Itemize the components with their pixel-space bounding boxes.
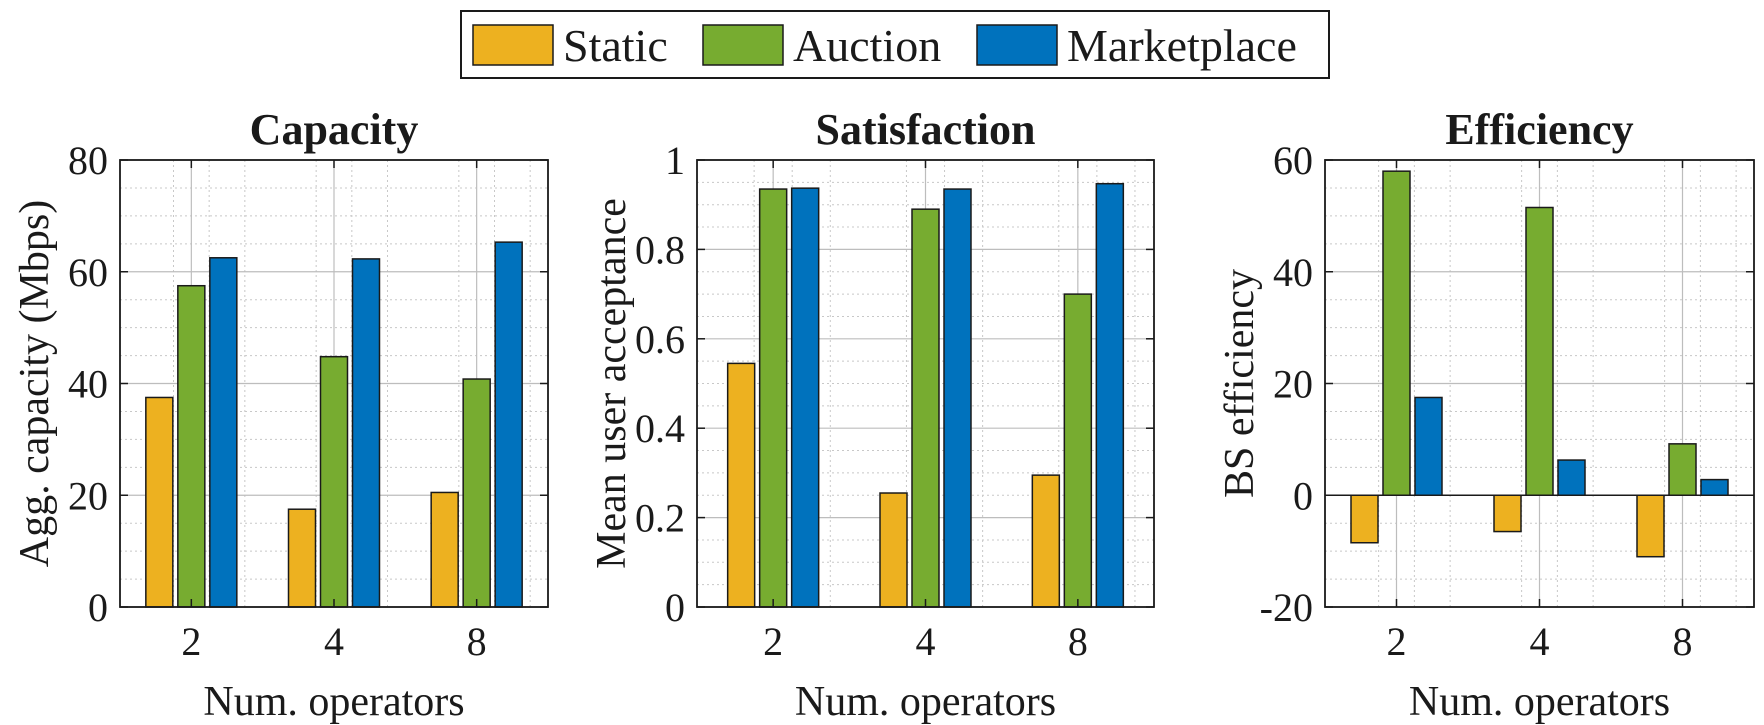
capacity-bar-marketplace-8	[494, 241, 523, 608]
efficiency-bar-static-8	[1636, 494, 1665, 558]
satisfaction-bar-auction-2	[758, 188, 788, 608]
efficiency-bar-auction-8	[1668, 443, 1697, 496]
efficiency-y-tick-label: 40	[1273, 250, 1313, 295]
efficiency-y-tick-label: 60	[1273, 138, 1313, 183]
satisfaction-bar-marketplace-2	[790, 187, 820, 608]
satisfaction-x-tick-label: 2	[763, 619, 783, 664]
capacity-y-axis-label: Agg. capacity (Mbps)	[12, 200, 58, 567]
satisfaction-y-tick-label: 0.8	[635, 227, 685, 272]
legend-swatch-auction	[702, 24, 784, 66]
efficiency-x-tick-label: 8	[1673, 619, 1693, 664]
satisfaction-x-axis-label: Num. operators	[795, 679, 1056, 725]
satisfaction-x-tick-label: 8	[1068, 619, 1088, 664]
efficiency-y-axis-label: BS efficiency	[1217, 269, 1263, 498]
satisfaction-y-tick-label: 0.2	[635, 496, 685, 541]
satisfaction-bar-static-2	[726, 362, 756, 608]
efficiency-x-tick-label: 4	[1530, 619, 1550, 664]
legend-swatch-marketplace	[976, 24, 1058, 66]
capacity-bar-static-4	[287, 508, 317, 608]
capacity-bar-auction-2	[177, 284, 206, 608]
efficiency-bar-auction-2	[1382, 170, 1411, 497]
capacity-bar-marketplace-2	[209, 257, 238, 608]
satisfaction-bar-static-8	[1031, 474, 1061, 608]
capacity-y-tick-label: 20	[68, 473, 108, 518]
capacity-x-axis-label: Num. operators	[203, 679, 464, 725]
efficiency-bar-static-4	[1493, 494, 1522, 533]
satisfaction-bar-static-4	[879, 492, 908, 608]
satisfaction-y-tick-label: 0	[665, 585, 685, 630]
capacity-bar-marketplace-4	[351, 258, 381, 608]
capacity-y-tick-label: 80	[68, 138, 108, 183]
efficiency-bar-marketplace-2	[1414, 396, 1443, 496]
satisfaction-bar-auction-4	[911, 208, 940, 608]
efficiency-panel: -20 0 20 40 60 2 4 8 Efficiency Num. operators BS …	[1217, 105, 1755, 725]
satisfaction-x-tick-label: 4	[916, 619, 936, 664]
satisfaction-y-tick-label: 1	[665, 138, 685, 183]
satisfaction-panel: 0 0.2 0.4 0.6 0.8 1 2 4 8 Satisfaction Num. operat…	[589, 105, 1155, 725]
efficiency-bar-marketplace-8	[1700, 478, 1729, 497]
capacity-title: Capacity	[250, 105, 419, 154]
legend-label-auction: Auction	[793, 20, 941, 71]
satisfaction-bar-auction-8	[1063, 293, 1093, 608]
efficiency-y-tick-label: 0	[1293, 473, 1313, 518]
satisfaction-y-tick-label: 0.6	[635, 317, 685, 362]
efficiency-bar-static-2	[1350, 494, 1379, 544]
efficiency-x-tick-label: 2	[1387, 619, 1407, 664]
satisfaction-y-axis-label: Mean user acceptance	[589, 198, 635, 569]
efficiency-bar-marketplace-4	[1557, 459, 1586, 496]
capacity-bar-auction-4	[319, 355, 349, 608]
efficiency-y-tick-label: 20	[1273, 362, 1313, 407]
legend-label-marketplace: Marketplace	[1067, 20, 1297, 71]
efficiency-bar-auction-4	[1525, 206, 1554, 496]
satisfaction-bar-marketplace-8	[1095, 182, 1125, 608]
capacity-bar-static-8	[430, 491, 459, 608]
legend-box	[460, 10, 1330, 79]
capacity-y-tick-label: 40	[68, 362, 108, 407]
legend-label-static: Static	[563, 20, 668, 71]
capacity-bar-static-2	[145, 396, 174, 608]
satisfaction-title: Satisfaction	[816, 105, 1036, 154]
capacity-x-tick-label: 8	[467, 619, 487, 664]
efficiency-y-tick-label: -20	[1260, 585, 1313, 630]
satisfaction-y-tick-label: 0.4	[635, 406, 685, 451]
efficiency-title: Efficiency	[1445, 105, 1633, 154]
legend-swatch-static	[472, 24, 554, 66]
satisfaction-bar-marketplace-4	[943, 188, 972, 608]
capacity-x-tick-label: 2	[181, 619, 201, 664]
legend: Static Auction Marketplace	[460, 10, 1330, 79]
capacity-panel: 0 20 40 60 80 2 4 8 Capacity Num. operators Agg. c…	[12, 105, 549, 725]
capacity-x-tick-label: 4	[324, 619, 344, 664]
capacity-y-tick-label: 60	[68, 250, 108, 295]
efficiency-x-axis-label: Num. operators	[1409, 679, 1670, 725]
capacity-bar-auction-8	[462, 378, 491, 608]
capacity-y-tick-label: 0	[88, 585, 108, 630]
